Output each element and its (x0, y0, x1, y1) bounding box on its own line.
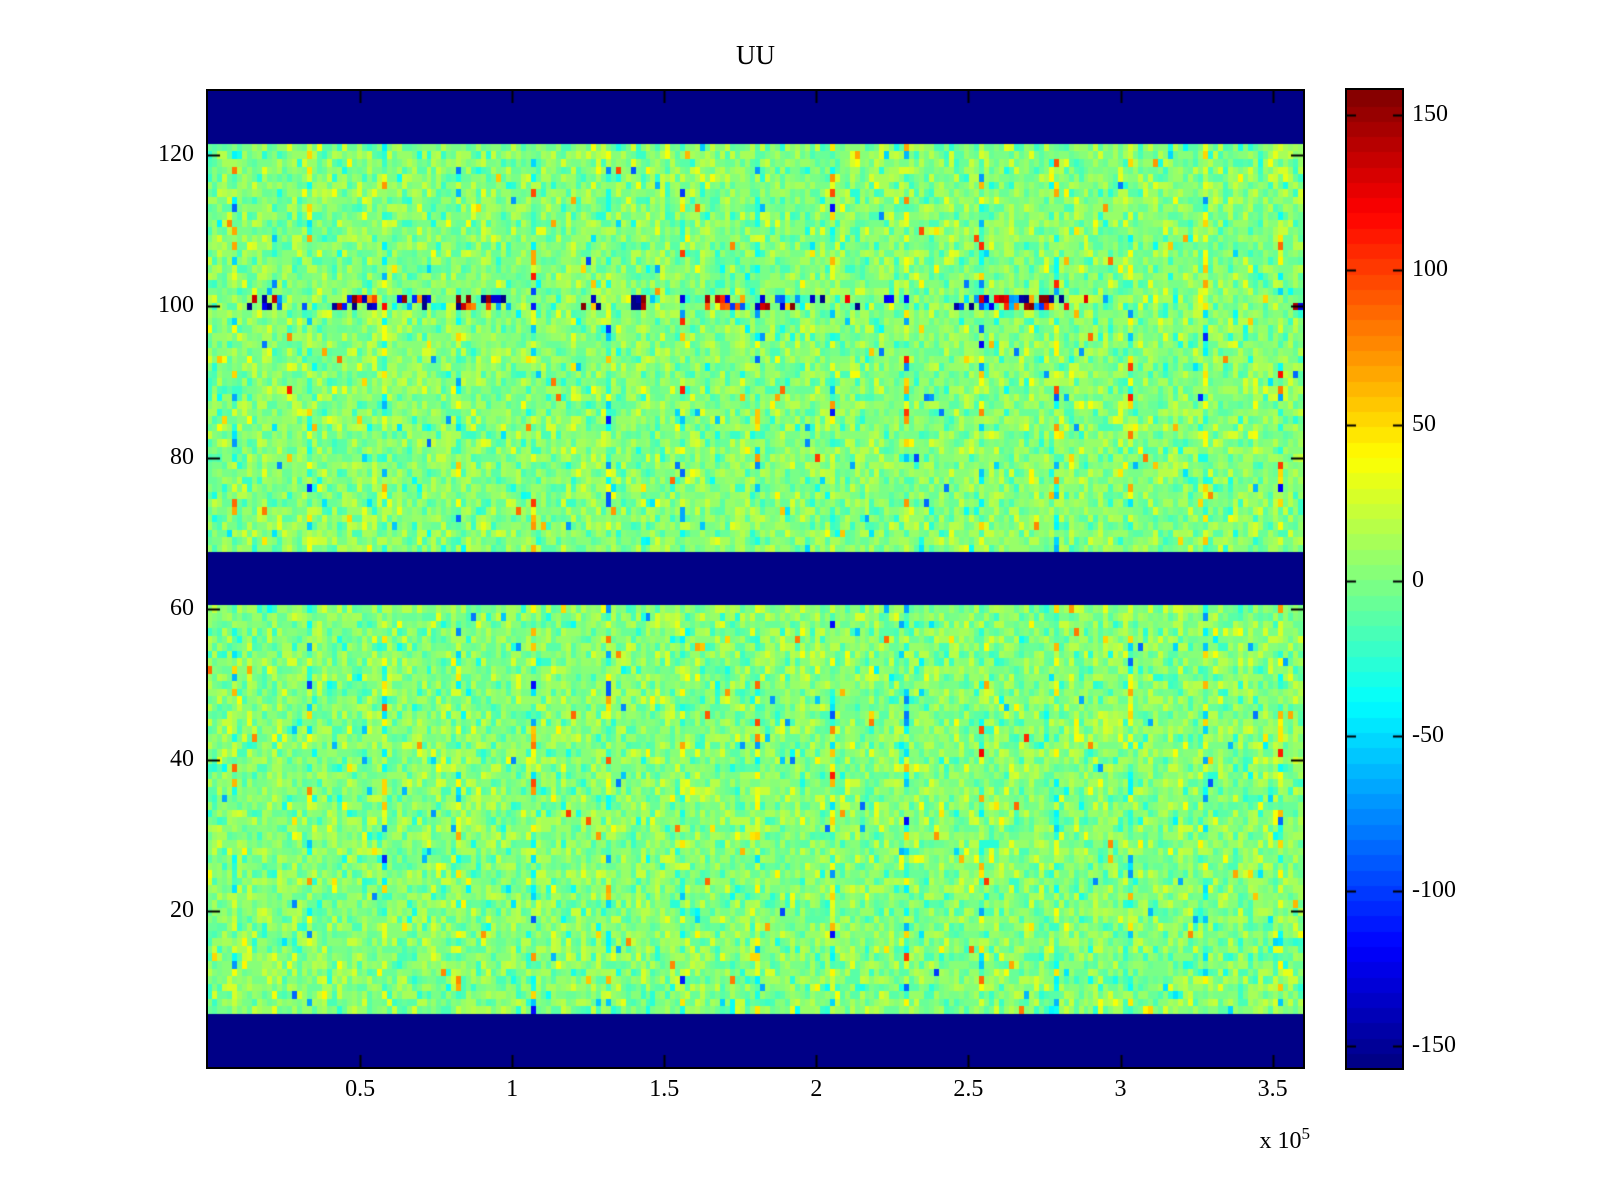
colorbar-canvas (1347, 90, 1402, 1068)
x-tick-label: 3 (1114, 1076, 1127, 1102)
y-tick-label: 20 (170, 897, 194, 924)
exponent-prefix: x 10 (1259, 1128, 1302, 1154)
colorbar-tick-label: -50 (1412, 721, 1444, 748)
x-axis-exponent-label: x 105 (1150, 1124, 1311, 1155)
chart-title: UU (736, 40, 775, 70)
colorbar (1345, 88, 1404, 1070)
y-tick-label: 80 (170, 443, 194, 470)
colorbar-tick-label: 150 (1412, 100, 1448, 127)
x-tick-label: 2.5 (953, 1076, 984, 1102)
colorbar-tick-label: 100 (1412, 256, 1448, 283)
exponent-power: 5 (1301, 1124, 1311, 1143)
colorbar-tick-label: 0 (1412, 566, 1424, 593)
y-tick-label: 40 (170, 746, 194, 773)
colorbar-tick-label: -100 (1412, 876, 1456, 903)
plot-area (206, 89, 1305, 1069)
x-tick-label: 3.5 (1257, 1076, 1288, 1102)
x-tick-label: 1.5 (649, 1076, 680, 1102)
colorbar-tick-label: -150 (1412, 1032, 1456, 1059)
y-tick-label: 100 (158, 292, 194, 319)
x-tick-label: 1 (506, 1076, 519, 1102)
colorbar-tick-label: 50 (1412, 411, 1436, 438)
y-tick-label: 60 (170, 594, 194, 621)
x-tick-label: 0.5 (345, 1076, 376, 1102)
heatmap-canvas (208, 91, 1303, 1067)
y-tick-label: 120 (158, 141, 194, 168)
x-tick-label: 2 (810, 1076, 823, 1102)
